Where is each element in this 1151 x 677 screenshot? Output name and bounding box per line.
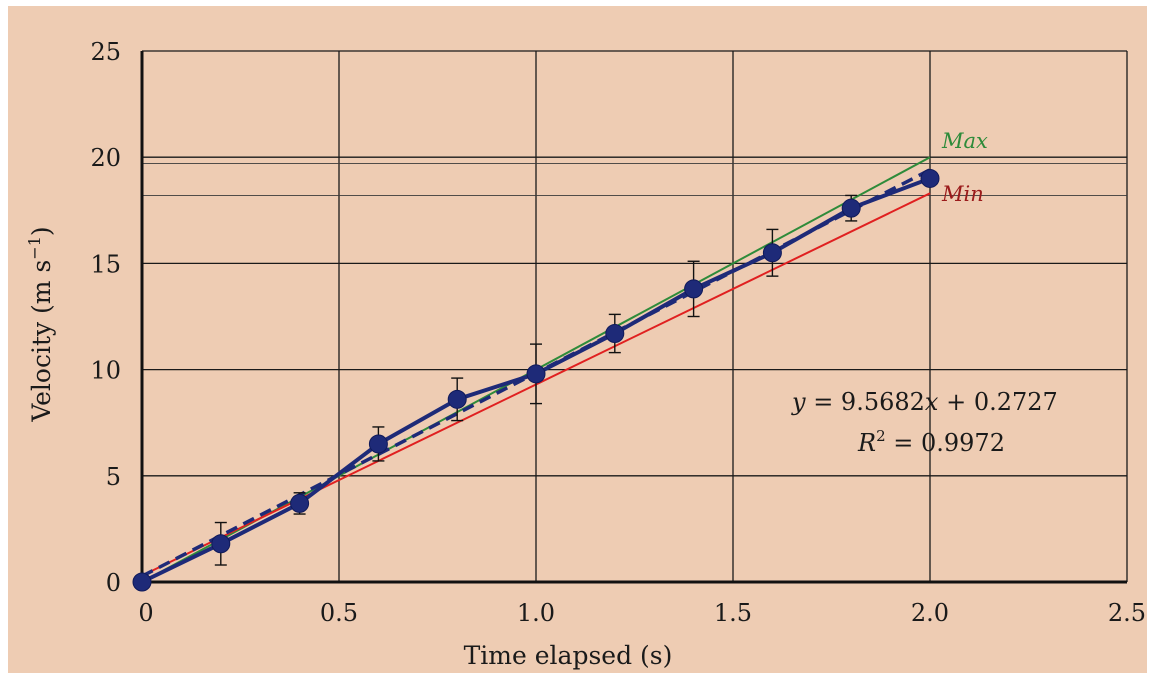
chart-svg: 0 0.5 1.0 1.5 2.0 2.5 0 5 10 15 20 25 Max Min y = 9… [25,38,1146,670]
r-squared: R2 = 0.9972 [857,427,1005,457]
r2-sup: 2 [876,427,886,445]
x-tick-label: 1.0 [517,599,555,627]
y-axis-title: Velocity (m s−1) [25,226,56,422]
data-point [920,168,940,188]
data-point [526,364,546,384]
data-point [605,323,625,343]
equation-lhs: y [791,388,806,416]
reference-lines [142,163,1127,196]
data-point [211,534,231,554]
tick-labels: 0 0.5 1.0 1.5 2.0 2.5 0 5 10 15 20 25 [90,38,1146,627]
y-tick-label: 15 [90,250,121,278]
max-line-label: Max [941,129,988,153]
x-tick-label: 2.0 [911,599,949,627]
data-point [447,389,467,409]
x-tick-label: 2.5 [1108,599,1146,627]
y-tick-label: 25 [90,38,121,66]
r2-value: = 0.9972 [886,429,1005,457]
data-point [368,434,388,454]
data-series [132,168,940,592]
data-point [132,572,152,592]
y-tick-label: 20 [90,144,121,172]
equation-tail: + 0.2727 [938,388,1057,416]
chart-panel: 0 0.5 1.0 1.5 2.0 2.5 0 5 10 15 20 25 Max Min y = 9… [8,6,1147,673]
y-tick-label: 10 [90,357,121,385]
fit-equation: y = 9.5682x + 0.2727 [791,388,1058,416]
axes [140,51,1127,584]
x-tick-label: 1.5 [714,599,752,627]
r2-label: R [857,429,876,457]
y-tick-label: 0 [106,569,121,597]
x-tick-label: 0.5 [320,599,358,627]
equation-rhs: = 9.5682 [806,388,925,416]
grid-layer [142,50,1128,582]
x-axis-title: Time elapsed (s) [464,641,673,670]
equation-x: x [925,388,939,416]
y-axis-title-main: Velocity (m s [27,260,56,423]
min-line-label: Min [941,182,984,206]
data-point [762,243,782,263]
y-axis-title-sup: −1 [25,236,44,260]
y-axis-title-close: ) [27,226,56,236]
data-point [290,493,310,513]
data-point [684,279,704,299]
y-tick-label: 5 [106,463,121,491]
data-point [841,198,861,218]
x-tick-label: 0 [138,599,153,627]
